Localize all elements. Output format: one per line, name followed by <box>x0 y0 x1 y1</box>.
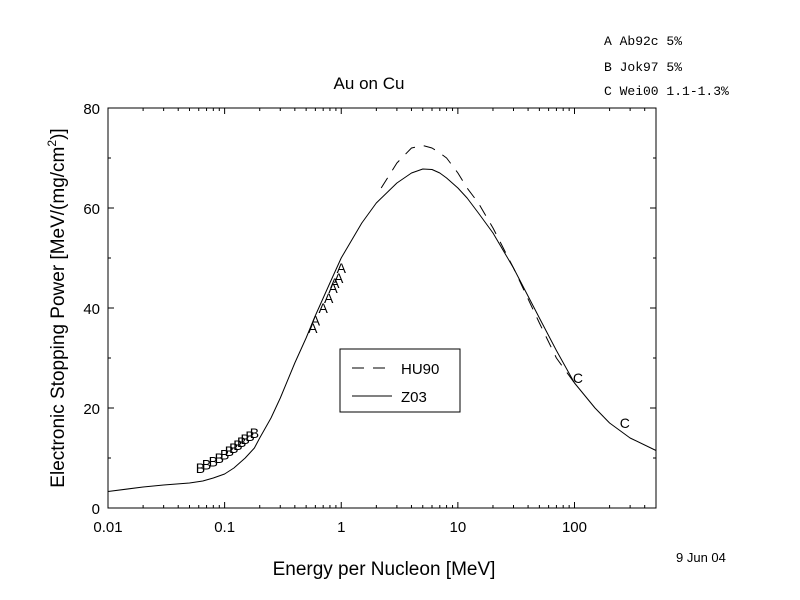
y-axis-label-sup: 2 <box>45 140 59 147</box>
data-point-b: B <box>225 443 234 459</box>
data-point-c: C <box>620 415 630 431</box>
y-axis-label: Electronic Stopping Power [MeV/(mg/cm2)] <box>45 128 69 487</box>
x-tick-label: 0.01 <box>93 519 122 536</box>
series-line-hu90 <box>380 145 575 384</box>
y-tick-label: 20 <box>83 401 100 418</box>
data-point-b: B <box>196 460 205 476</box>
date-stamp: 9 Jun 04 <box>676 550 726 565</box>
data-point-b: B <box>233 437 242 453</box>
legend-box <box>339 348 461 413</box>
y-axis-label-end: )] <box>48 128 69 140</box>
legend-label-z03: Z03 <box>401 389 427 406</box>
plot-frame <box>107 107 657 509</box>
x-tick-label: 1 <box>337 519 345 536</box>
x-tick-label: 100 <box>562 519 587 536</box>
data-point-a: A <box>311 313 321 329</box>
data-point-a: A <box>330 275 340 291</box>
data-point-b: B <box>237 434 246 450</box>
x-axis-label: Energy per Nucleon [MeV] <box>273 559 496 580</box>
y-tick-label: 0 <box>92 501 100 518</box>
data-point-b: B <box>250 425 259 441</box>
data-point-a: A <box>324 290 334 306</box>
data-point-a: A <box>328 280 338 296</box>
data-point-b: B <box>220 447 229 463</box>
data-point-b: B <box>209 454 218 470</box>
chart-title: Au on Cu <box>334 74 405 93</box>
legend-label-hu90: HU90 <box>401 361 439 378</box>
data-point-b: B <box>240 431 249 447</box>
data-point-a: A <box>334 270 344 286</box>
y-tick-label: 40 <box>83 301 100 318</box>
data-point-b: B <box>245 428 254 444</box>
legend: HU90 Z03 <box>339 348 461 413</box>
data-point-a: A <box>308 320 318 336</box>
series-group <box>107 145 657 492</box>
y-tick-label: 80 <box>83 101 100 118</box>
data-point-b: B <box>229 440 238 456</box>
y-tick-label: 60 <box>83 201 100 218</box>
x-tick-label: 10 <box>450 519 467 536</box>
reference-c: C Wei00 1.1-1.3% <box>604 84 729 99</box>
axis-ticks: 0.01 0.1 1 10 100 0 20 40 60 80 <box>83 101 656 536</box>
reference-a: A Ab92c 5% <box>604 34 682 49</box>
data-point-a: A <box>319 300 329 316</box>
data-point-c: C <box>573 370 583 386</box>
reference-b: B Jok97 5% <box>604 60 682 75</box>
data-point-b: B <box>202 457 211 473</box>
y-axis-label-main: Electronic Stopping Power [MeV/(mg/cm <box>48 147 69 488</box>
data-point-a: A <box>337 260 347 276</box>
series-line-z03 <box>107 168 657 492</box>
x-tick-label: 0.1 <box>214 519 235 536</box>
data-point-b: B <box>215 450 224 466</box>
